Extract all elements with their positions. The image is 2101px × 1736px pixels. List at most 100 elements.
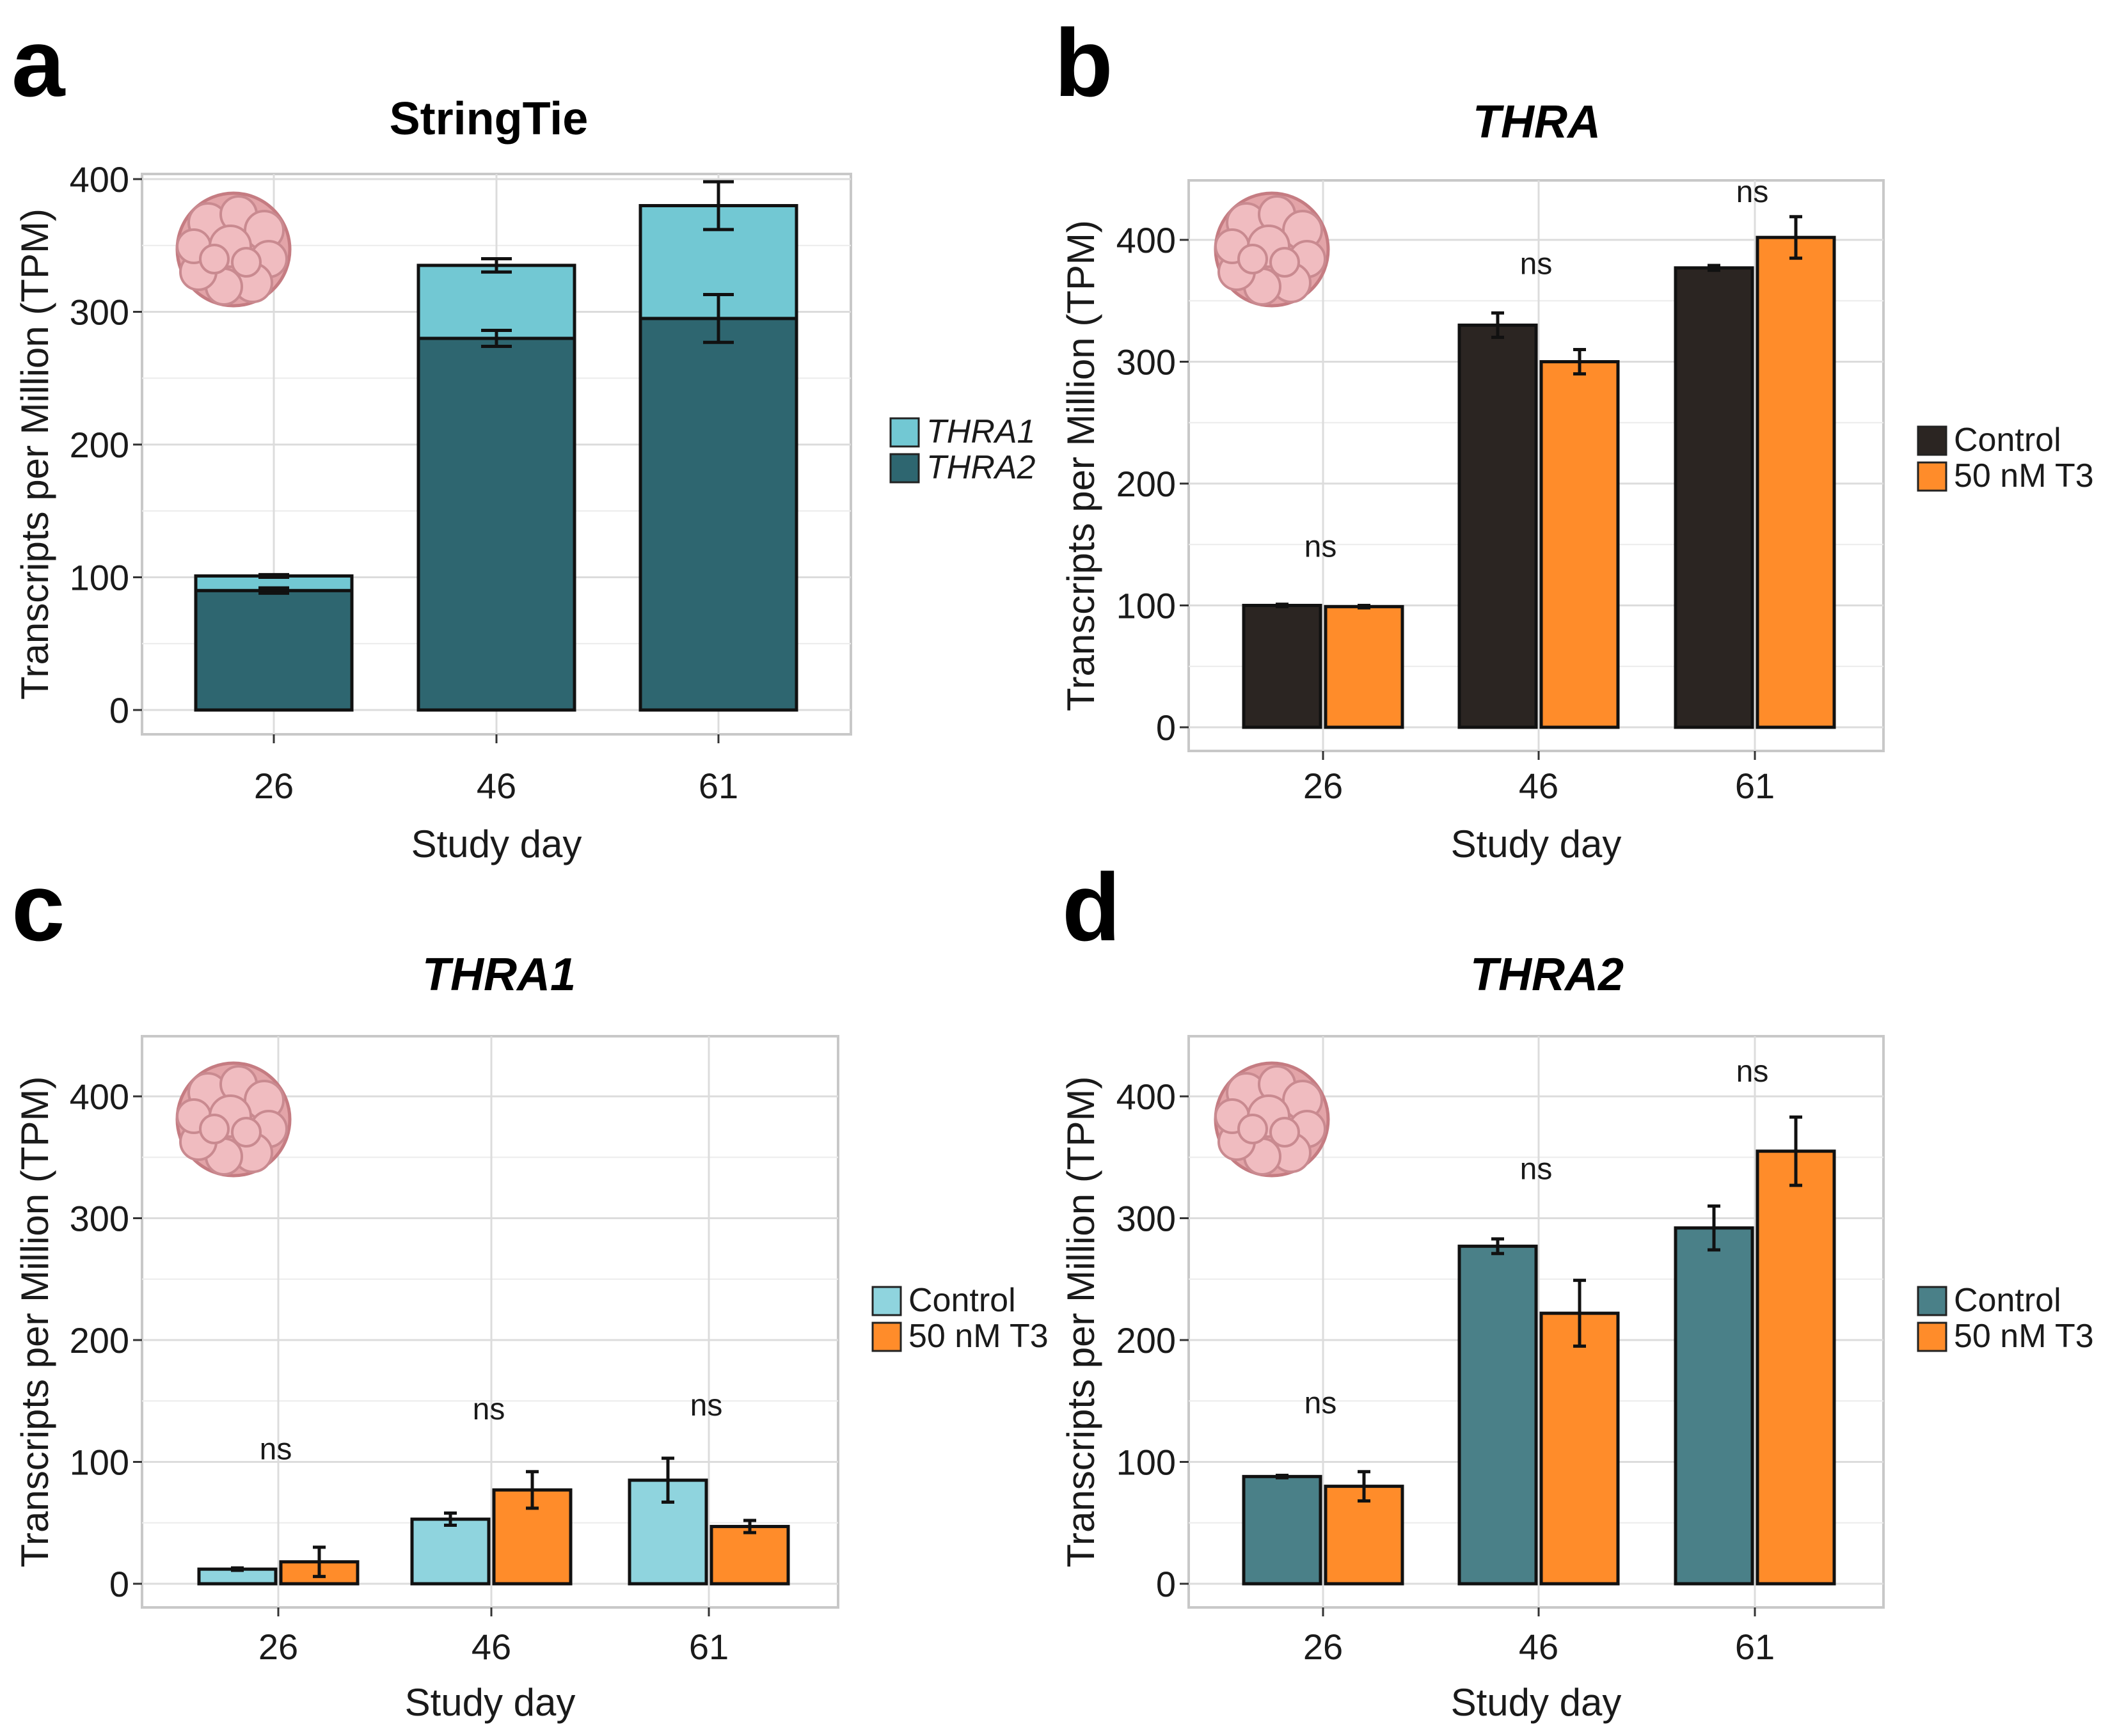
y-tick-label: 400 [1116, 220, 1176, 260]
x-tick-label: 61 [699, 766, 738, 806]
legend-swatch [889, 453, 920, 484]
legend-swatch [1917, 461, 1947, 492]
y-axis-title: Transcripts per Million (TPM) [13, 1077, 56, 1568]
organoid-icon [1214, 191, 1330, 308]
significance-label: ns [1304, 1386, 1337, 1420]
organoid-icon [175, 1061, 292, 1178]
x-tick-label: 61 [1735, 766, 1775, 806]
significance-label: ns [260, 1433, 292, 1467]
bar-thra1 [416, 264, 576, 340]
chart-title: THRA2 [1470, 949, 1624, 1000]
y-tick-label: 200 [70, 1320, 129, 1361]
bar-t3 [710, 1524, 790, 1586]
x-tick-label: 26 [1303, 1627, 1343, 1667]
legend-swatch [1917, 1322, 1947, 1352]
legend-label: 50 nM T3 [1954, 457, 2094, 494]
x-tick-label: 26 [1303, 766, 1343, 806]
bar-t3 [1756, 1149, 1836, 1586]
organoid-cell [1269, 247, 1300, 278]
y-axis-title: Transcripts per Million (TPM) [1059, 1077, 1102, 1568]
y-tick-label: 400 [70, 159, 129, 200]
bar-thra2 [638, 317, 798, 712]
bar-control [1457, 1244, 1538, 1586]
legend-label: Control [1954, 1282, 2061, 1319]
y-tick-label: 100 [1116, 1442, 1176, 1483]
bar-t3 [1539, 360, 1620, 729]
legend-label: THRA1 [926, 413, 1035, 450]
y-tick-label: 300 [70, 1199, 129, 1239]
legend-swatch [889, 417, 920, 448]
bar-control [1242, 1474, 1322, 1586]
y-tick-label: 300 [1116, 342, 1176, 383]
legend-label: Control [908, 1282, 1016, 1319]
legend-swatch [1917, 1286, 1947, 1316]
panel-b: b THRA 0 100 200 300 400 26 46 61 Study day Transcr… [1054, 9, 2094, 865]
organoid-cell [1237, 1114, 1268, 1144]
y-axis-title: Transcripts per Million (TPM) [1059, 220, 1102, 711]
organoid-cell [199, 1114, 230, 1144]
organoid-icon [175, 191, 292, 308]
significance-label: ns [1736, 175, 1769, 209]
x-axis-title: Study day [405, 1681, 576, 1724]
y-tick-label: 0 [1156, 1564, 1176, 1604]
y-tick-label: 100 [70, 558, 129, 598]
x-tick-label: 46 [1519, 1627, 1558, 1667]
x-tick-label: 61 [689, 1627, 729, 1667]
panel-letter: c [12, 853, 65, 961]
bar-t3 [1756, 235, 1836, 729]
y-tick-label: 200 [1116, 464, 1176, 504]
legend-label: THRA2 [926, 449, 1036, 486]
chart-title: StringTie [390, 93, 589, 145]
y-tick-label: 300 [70, 292, 129, 333]
organoid-cell [1269, 1117, 1300, 1148]
x-tick-label: 61 [1735, 1627, 1775, 1667]
legend-label: Control [1954, 422, 2061, 459]
bar-t3 [1324, 604, 1404, 729]
significance-label: ns [1520, 247, 1553, 281]
chart-title: THRA1 [422, 949, 576, 1000]
bar-control [1674, 1226, 1754, 1586]
organoid-cell [231, 247, 262, 278]
bar-control [410, 1517, 491, 1586]
y-tick-label: 0 [109, 1564, 129, 1604]
significance-label: ns [1736, 1055, 1769, 1089]
bar-control [1674, 266, 1754, 729]
bar-t3 [1539, 1311, 1620, 1586]
panel-a: a StringTie 0 100 200 300 400 26 46 61 Study day Tr… [12, 9, 1036, 865]
x-axis-title: Study day [411, 823, 582, 865]
significance-label: ns [690, 1389, 723, 1423]
legend-label: 50 nM T3 [908, 1318, 1049, 1355]
panel-c: c THRA1 0 100 200 300 400 26 46 61 Study day Transc… [12, 853, 1049, 1724]
legend-swatch [871, 1322, 902, 1352]
organoid-cell [199, 244, 230, 274]
y-axis-title: Transcripts per Million (TPM) [13, 209, 56, 700]
y-tick-label: 100 [1116, 586, 1176, 626]
panel-letter: a [12, 9, 66, 116]
x-tick-label: 26 [254, 766, 294, 806]
panel-d: d THRA2 0 100 200 300 400 26 46 61 Study day Transc… [1059, 853, 2094, 1724]
y-tick-label: 200 [1116, 1320, 1176, 1361]
y-tick-label: 200 [70, 425, 129, 465]
significance-label: ns [1520, 1153, 1553, 1187]
bar-t3 [1324, 1485, 1404, 1586]
x-tick-label: 26 [258, 1627, 298, 1667]
legend-label: 50 nM T3 [1954, 1318, 2094, 1355]
organoid-cell [1237, 244, 1268, 274]
panel-letter: b [1054, 9, 1113, 116]
x-axis-title: Study day [1451, 823, 1622, 865]
bar-control [1242, 604, 1322, 729]
significance-label: ns [1304, 530, 1337, 564]
panel-letter: d [1062, 853, 1121, 961]
y-tick-label: 400 [70, 1077, 129, 1117]
y-tick-label: 100 [70, 1442, 129, 1483]
y-tick-label: 0 [1156, 707, 1176, 748]
significance-label: ns [473, 1393, 505, 1426]
bar-control [1457, 323, 1538, 729]
y-tick-label: 0 [109, 690, 129, 730]
x-axis-title: Study day [1451, 1681, 1622, 1724]
